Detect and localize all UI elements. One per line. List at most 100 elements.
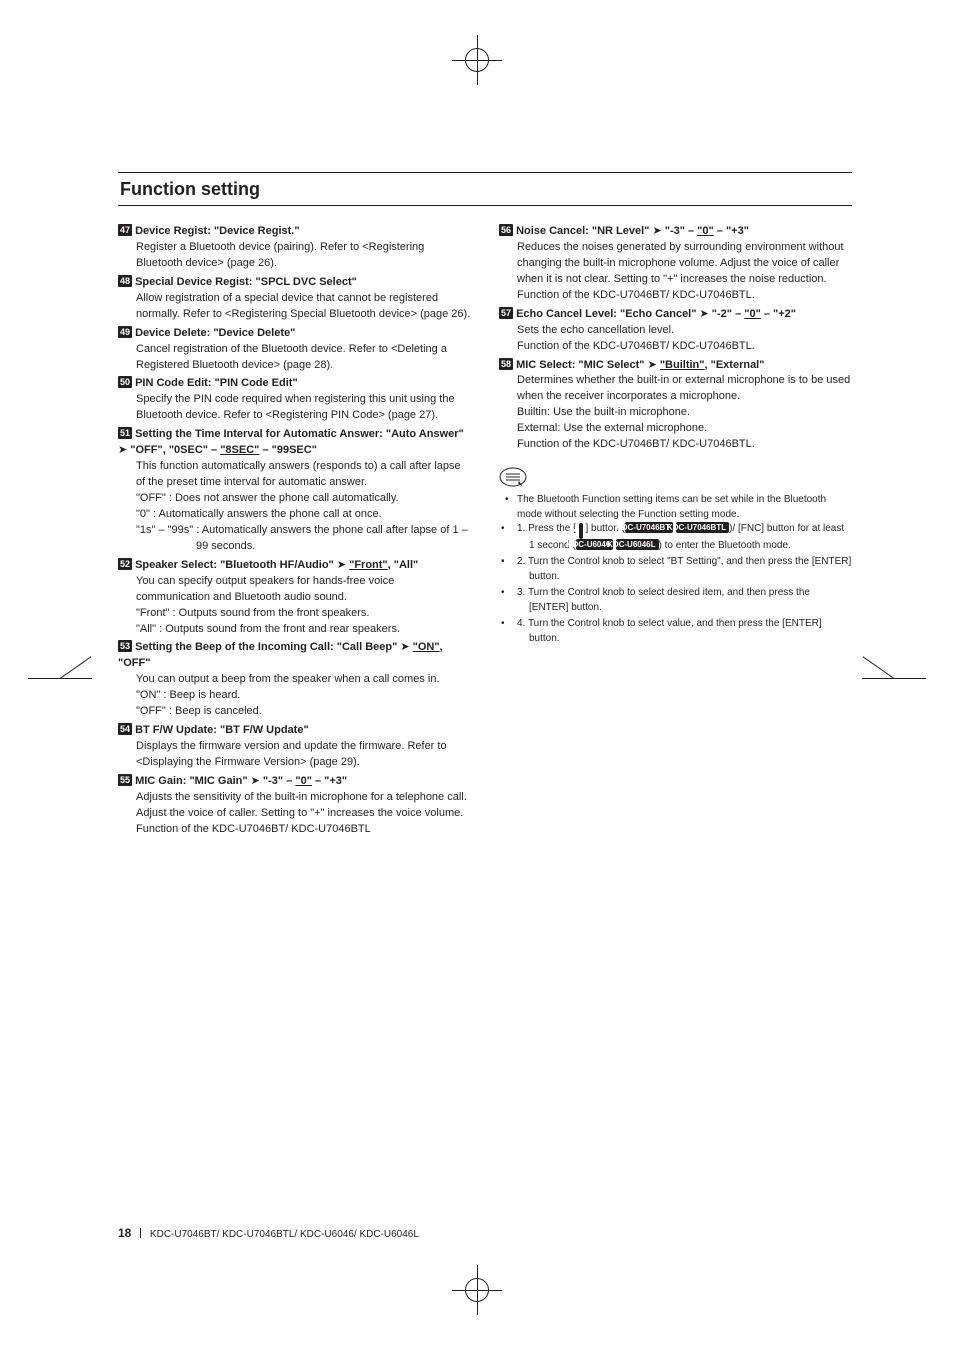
item-title: Special Device Regist: "SPCL DVC Select" (135, 276, 357, 288)
item-body: Cancel registration of the Bluetooth dev… (118, 342, 471, 374)
item-54: 54 BT F/W Update: "BT F/W Update" Displa… (118, 723, 471, 771)
item-body: Reduces the noises generated by surround… (499, 240, 852, 288)
choice: – "+2" (761, 308, 796, 320)
item-body: This function automatically answers (res… (118, 459, 471, 491)
page-number: 18 (118, 1226, 131, 1240)
item-body: Adjusts the sensitivity of the built-in … (118, 790, 471, 822)
footer-separator (140, 1228, 141, 1238)
item-body: You can specify output speakers for hand… (118, 574, 471, 606)
choice-default: "8SEC" (220, 444, 259, 456)
section-title: Function setting (120, 179, 850, 200)
item-56: 56 Noise Cancel: "NR Level" ➤ "-3" – "0"… (499, 224, 852, 304)
choice: "OFF", "0SEC" – (127, 444, 220, 456)
item-body: Displays the firmware version and update… (118, 739, 471, 771)
item-def: "Front" : Outputs sound from the front s… (118, 606, 471, 622)
choice: – "+3" (714, 225, 749, 237)
item-title: MIC Gain: "MIC Gain" (135, 775, 248, 787)
item-number: 50 (118, 376, 132, 388)
footer-models: KDC-U7046BT/ KDC-U7046BTL/ KDC-U6046/ KD… (150, 1229, 419, 1240)
note-icon (499, 467, 852, 487)
item-def: "OFF" : Does not answer the phone call a… (118, 491, 471, 507)
item-title: Device Delete: "Device Delete" (135, 327, 295, 339)
item-title: MIC Select: "MIC Select" (516, 359, 644, 371)
item-title: PIN Code Edit: "PIN Code Edit" (135, 377, 298, 389)
item-55: 55 MIC Gain: "MIC Gain" ➤ "-3" – "0" – "… (118, 774, 471, 838)
item-body: You can output a beep from the speaker w… (118, 672, 471, 688)
item-title: Speaker Select: "Bluetooth HF/Audio" (135, 559, 334, 571)
item-body: Function of the KDC-U7046BT/ KDC-U7046BT… (499, 288, 852, 304)
item-number: 51 (118, 427, 132, 439)
choice-default: "0" (744, 308, 761, 320)
choice: "-2" – (709, 308, 745, 320)
choice-default: "Front" (349, 559, 388, 571)
column-left: 47 Device Regist: "Device Regist." Regis… (118, 224, 471, 841)
arrow-icon: ➤ (648, 359, 657, 371)
item-title: Setting the Beep of the Incoming Call: "… (135, 641, 397, 653)
item-57: 57 Echo Cancel Level: "Echo Cancel" ➤ "-… (499, 307, 852, 355)
item-51: 51 Setting the Time Interval for Automat… (118, 427, 471, 555)
section-header: Function setting (118, 172, 852, 206)
item-title: BT F/W Update: "BT F/W Update" (135, 724, 309, 736)
device-badge: KDC-U6046L (616, 539, 658, 550)
page: Function setting 47 Device Regist: "Devi… (0, 0, 954, 1350)
item-body: Determines whether the built-in or exter… (499, 373, 852, 405)
item-body: Register a Bluetooth device (pairing). R… (118, 240, 471, 272)
note-list: The Bluetooth Function setting items can… (499, 493, 852, 646)
arrow-icon: ➤ (400, 641, 409, 653)
note-step-1: 1. Press the [ ] button (KDC-U7046BT KDC… (517, 522, 852, 553)
note-step-3: 3. Turn the Control knob to select desir… (517, 586, 852, 615)
item-number: 57 (499, 307, 513, 319)
item-number: 48 (118, 275, 132, 287)
item-body: Sets the echo cancellation level. (499, 323, 852, 339)
footer: 18 KDC-U7046BT/ KDC-U7046BTL/ KDC-U6046/… (118, 1226, 419, 1240)
item-58: 58 MIC Select: "MIC Select" ➤ "Builtin",… (499, 358, 852, 454)
arrow-icon: ➤ (700, 308, 709, 320)
item-title: Device Regist: "Device Regist." (135, 225, 300, 237)
item-number: 56 (499, 224, 513, 236)
item-number: 52 (118, 558, 132, 570)
item-number: 53 (118, 640, 132, 652)
item-number: 49 (118, 326, 132, 338)
item-def: "1s" – "99s" : Automatically answers the… (118, 523, 471, 555)
item-body: Allow registration of a special device t… (118, 291, 471, 323)
arrow-icon: ➤ (337, 559, 346, 571)
item-body: Function of the KDC-U7046BT/ KDC-U7046BT… (118, 822, 471, 838)
item-title: Echo Cancel Level: "Echo Cancel" (516, 308, 696, 320)
choice: "-3" – (260, 775, 296, 787)
item-50: 50 PIN Code Edit: "PIN Code Edit" Specif… (118, 376, 471, 424)
item-number: 55 (118, 774, 132, 786)
item-def: Builtin: Use the built-in microphone. (499, 405, 852, 421)
item-body: Function of the KDC-U7046BT/ KDC-U7046BT… (499, 339, 852, 355)
item-48: 48 Special Device Regist: "SPCL DVC Sele… (118, 275, 471, 323)
item-number: 54 (118, 723, 132, 735)
item-52: 52 Speaker Select: "Bluetooth HF/Audio" … (118, 558, 471, 638)
choice: , "External" (705, 359, 765, 371)
note-lead: The Bluetooth Function setting items can… (509, 493, 852, 646)
device-badge: KDC-U7046BT (625, 522, 673, 533)
choice-default: "0" (697, 225, 714, 237)
column-right: 56 Noise Cancel: "NR Level" ➤ "-3" – "0"… (499, 224, 852, 841)
choice-default: "0" (295, 775, 312, 787)
arrow-icon: ➤ (652, 225, 661, 237)
choice-default: "Builtin" (660, 359, 705, 371)
note-step-4: 4. Turn the Control knob to select value… (517, 617, 852, 646)
choice: "-3" – (662, 225, 698, 237)
item-number: 58 (499, 358, 513, 370)
item-def: "0" : Automatically answers the phone ca… (118, 507, 471, 523)
item-def: External: Use the external microphone. (499, 421, 852, 437)
item-49: 49 Device Delete: "Device Delete" Cancel… (118, 326, 471, 374)
crop-mark-top (452, 35, 502, 85)
item-def: "ON" : Beep is heard. (118, 688, 471, 704)
columns: 47 Device Regist: "Device Regist." Regis… (118, 224, 852, 841)
note-steps: 1. Press the [ ] button (KDC-U7046BT KDC… (517, 522, 852, 646)
arrow-icon: ➤ (118, 444, 127, 456)
item-body: Function of the KDC-U7046BT/ KDC-U7046BT… (499, 437, 852, 453)
choice: – "+3" (312, 775, 347, 787)
note-step-2: 2. Turn the Control knob to select "BT S… (517, 555, 852, 584)
arrow-icon: ➤ (251, 775, 260, 787)
crop-mark-bottom (452, 1265, 502, 1315)
crop-mark-left (28, 651, 92, 705)
item-def: "OFF" : Beep is canceled. (118, 704, 471, 720)
item-title: Setting the Time Interval for Automatic … (135, 428, 464, 440)
item-title: Noise Cancel: "NR Level" (516, 225, 649, 237)
